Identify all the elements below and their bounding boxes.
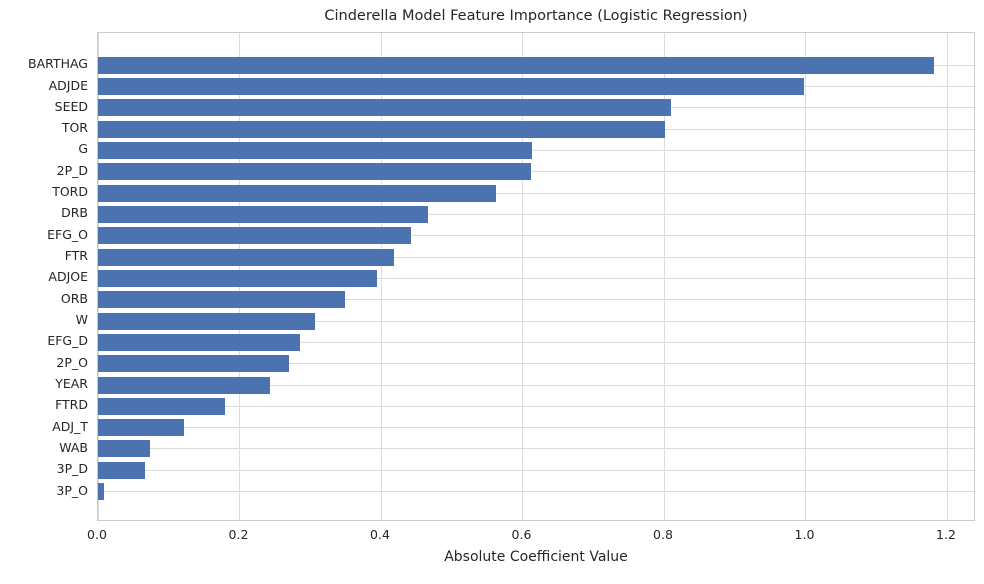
x-tick-label-0.6: 0.6 [511, 527, 532, 542]
y-tick-label-EFG_O: EFG_O [47, 226, 88, 242]
y-tick-label-WAB: WAB [59, 439, 88, 455]
bar-SEED [98, 99, 672, 117]
horizontal-gridline [98, 448, 974, 450]
vertical-gridline [663, 33, 665, 520]
bar-ADJ_T [98, 419, 184, 437]
y-tick-label-SEED: SEED [54, 98, 88, 114]
vertical-gridline [946, 33, 948, 520]
bar-EFG_D [98, 333, 301, 351]
bar-G [98, 141, 533, 159]
horizontal-gridline [98, 256, 974, 258]
bar-ADJOE [98, 269, 378, 287]
y-tick-label-TOR: TOR [61, 120, 88, 136]
y-tick-label-G: G [78, 141, 88, 157]
bar-WAB [98, 440, 150, 458]
y-tick-label-BARTHAG: BARTHAG [28, 56, 88, 72]
x-tick-label-0.8: 0.8 [653, 527, 673, 542]
horizontal-gridline [98, 192, 974, 194]
horizontal-gridline [98, 469, 974, 471]
horizontal-gridline [98, 299, 974, 301]
y-tick-label-FTR: FTR [64, 248, 88, 264]
vertical-gridline [805, 33, 807, 520]
vertical-gridline [522, 33, 524, 520]
chart-title: Cinderella Model Feature Importance (Log… [324, 8, 748, 24]
bar-DRB [98, 205, 429, 223]
bar-FTRD [98, 397, 226, 415]
horizontal-gridline [98, 213, 974, 215]
y-tick-label-EFG_D: EFG_D [47, 333, 88, 349]
y-tick-label-2P_D: 2P_D [56, 162, 88, 178]
vertical-gridline [380, 33, 382, 520]
x-tick-label-0.2: 0.2 [228, 527, 249, 542]
horizontal-gridline [98, 491, 974, 493]
horizontal-gridline [98, 171, 974, 173]
y-tick-label-DRB: DRB [61, 205, 88, 221]
horizontal-gridline [98, 363, 974, 365]
horizontal-gridline [98, 384, 974, 386]
plot-area [97, 32, 975, 521]
y-tick-label-TORD: TORD [52, 184, 88, 200]
bar-3P_O [98, 483, 104, 501]
y-tick-label-2P_O: 2P_O [56, 354, 88, 370]
bar-FTR [98, 248, 394, 266]
x-tick-label-1.2: 1.2 [936, 527, 956, 542]
horizontal-gridline [98, 149, 974, 151]
y-tick-label-FTRD: FTRD [55, 397, 88, 413]
y-tick-label-3P_O: 3P_O [56, 482, 88, 498]
x-tick-label-1.0: 1.0 [794, 527, 815, 542]
bar-ORB [98, 291, 345, 309]
horizontal-gridline [98, 235, 974, 237]
x-axis-label: Absolute Coefficient Value [444, 549, 628, 565]
x-tick-label-0.0: 0.0 [87, 527, 107, 542]
y-tick-label-ADJDE: ADJDE [48, 77, 88, 93]
y-tick-label-ADJ_T: ADJ_T [52, 418, 88, 434]
bar-W [98, 312, 316, 330]
x-tick-label-0.4: 0.4 [370, 527, 390, 542]
y-tick-label-YEAR: YEAR [55, 376, 88, 391]
horizontal-gridline [98, 405, 974, 407]
y-tick-label-3P_D: 3P_D [56, 461, 88, 477]
bar-TORD [98, 184, 496, 202]
horizontal-gridline [98, 277, 974, 279]
bar-EFG_O [98, 227, 411, 245]
horizontal-gridline [98, 341, 974, 343]
bar-3P_D [98, 461, 145, 479]
bar-2P_O [98, 355, 290, 373]
bar-TOR [98, 120, 665, 138]
bar-2P_D [98, 163, 531, 181]
bar-YEAR [98, 376, 270, 394]
y-tick-label-ADJOE: ADJOE [48, 269, 88, 285]
bar-ADJDE [98, 78, 805, 96]
bar-BARTHAG [98, 56, 934, 74]
horizontal-gridline [98, 320, 974, 322]
horizontal-gridline [98, 427, 974, 429]
y-tick-label-ORB: ORB [60, 290, 88, 306]
y-tick-label-W: W [75, 312, 88, 328]
